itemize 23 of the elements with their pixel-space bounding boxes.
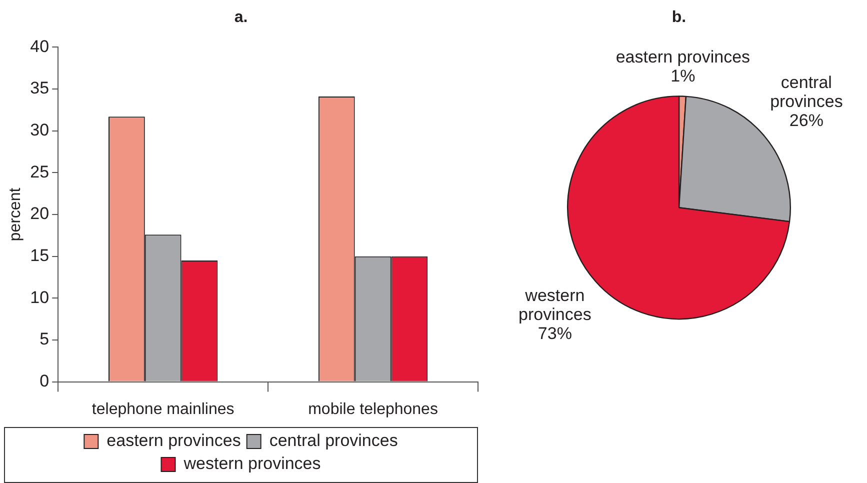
y-tick-label: 35 <box>30 78 50 98</box>
y-tick-label: 5 <box>40 330 50 349</box>
data-label: 1% <box>670 66 696 86</box>
legend-label: central provinces <box>269 431 398 450</box>
y-tick-label: 40 <box>30 36 50 56</box>
data-label: 26% <box>789 110 824 130</box>
y-tick-label: 10 <box>30 288 50 307</box>
y-tick-label: 0 <box>40 371 50 390</box>
legend-label: western provinces <box>182 454 321 474</box>
y-tick-label: 15 <box>30 246 50 266</box>
slice-label: western provinces <box>518 286 592 324</box>
x-tick-label: mobile telephones <box>308 400 438 418</box>
chart-title: b. <box>672 9 686 26</box>
y-tick-label: 30 <box>30 120 50 140</box>
y-axis-title: percent <box>7 187 24 242</box>
x-tick-label: telephone mainlines <box>92 400 234 418</box>
legend-label: eastern provinces <box>106 431 241 450</box>
y-tick-label: 20 <box>30 204 50 224</box>
chart-title: a. <box>234 9 248 26</box>
slice-label: central provinces <box>770 72 843 111</box>
slice-label: eastern provinces <box>616 47 750 66</box>
y-tick-label: 25 <box>30 162 50 182</box>
data-label: 73% <box>538 324 572 344</box>
